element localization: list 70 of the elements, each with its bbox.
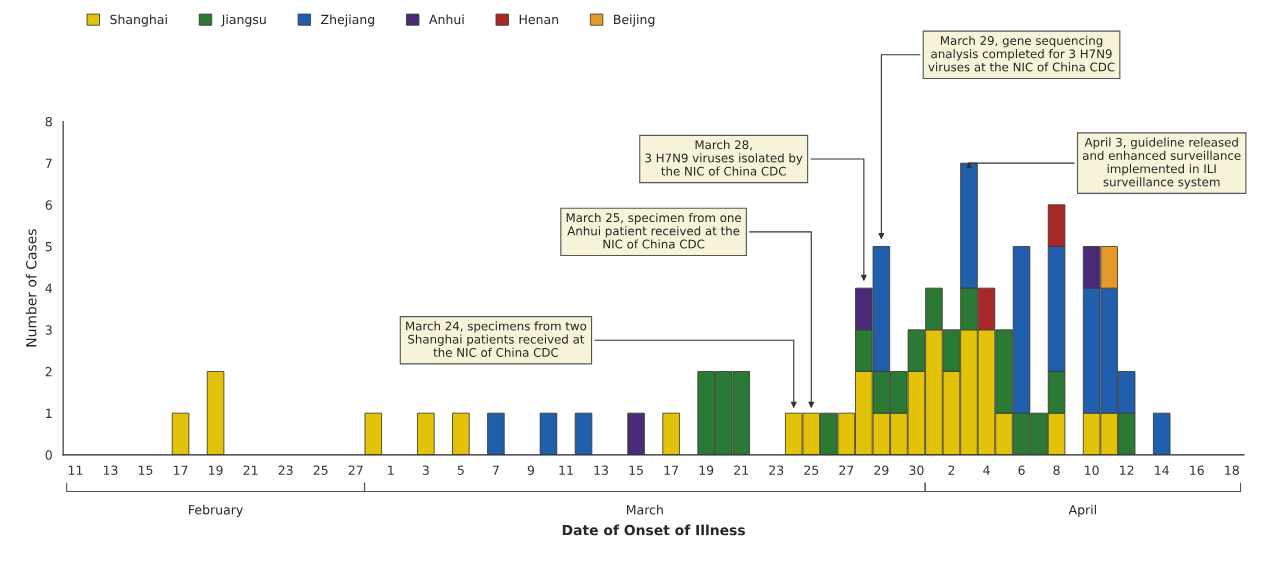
x-tick-label: 13 xyxy=(103,465,118,475)
x-tick-label: 23 xyxy=(278,465,293,475)
bar xyxy=(1152,412,1171,455)
bar xyxy=(206,371,225,455)
annotation: April 3, guideline released and enhanced surveillance implemented in ILI surveillance system xyxy=(1082,137,1241,189)
y-tick-label: 1 xyxy=(46,408,52,418)
x-tick-label: 25 xyxy=(313,465,328,475)
x-tick-label: 14 xyxy=(1155,465,1169,475)
x-tick-label: 6 xyxy=(1018,465,1025,475)
text: April xyxy=(1068,504,1096,517)
bar xyxy=(171,412,190,455)
y-tick-label: 3 xyxy=(45,325,52,335)
text: March xyxy=(627,504,663,515)
x-tick-label: 11 xyxy=(559,465,573,475)
legend-label: Zhejiang xyxy=(321,14,375,27)
legend-label: Beijing xyxy=(614,14,655,27)
x-axis-title: Date of Onset of Illness xyxy=(562,524,745,536)
x-tick-label: 2 xyxy=(948,465,955,475)
x-tick-label: 15 xyxy=(138,465,153,475)
legend-label: Jiangsu xyxy=(221,14,266,27)
y-tick-label: 2 xyxy=(45,366,52,377)
annotation: March 28, 3 H7N9 viruses isolated by the NIC of China CDC xyxy=(645,140,803,176)
x-tick-label: 4 xyxy=(983,465,990,475)
x-tick-label: 30 xyxy=(909,465,924,475)
legend-label: Anhui xyxy=(429,14,464,25)
y-tick-label: 0 xyxy=(45,450,52,460)
x-tick-label: 27 xyxy=(348,465,363,475)
y-tick-label: 6 xyxy=(45,200,52,210)
bar xyxy=(452,412,470,455)
legend-label: Henan xyxy=(519,14,559,25)
x-tick-label: 10 xyxy=(1085,465,1099,475)
y-axis-title: Number of Cases xyxy=(25,229,37,347)
bar xyxy=(574,412,593,455)
x-tick-label: 16 xyxy=(1190,465,1204,475)
x-tick-label: 29 xyxy=(874,465,889,475)
x-tick-label: 21 xyxy=(243,465,258,475)
text: March 29, gene sequencing analysis completed for 3 H7N9 viruses at the NIC of China CDC xyxy=(928,35,1115,72)
annotation: March 25, specimen from one Anhui patient received at the NIC of China CDC xyxy=(566,212,742,249)
x-tick-label: 19 xyxy=(699,465,714,475)
x-tick-label: 25 xyxy=(804,465,819,475)
y-tick-label: 5 xyxy=(45,242,52,252)
bar xyxy=(662,412,680,455)
x-tick-label: 11 xyxy=(68,465,83,475)
x-tick-label: 13 xyxy=(594,465,608,475)
x-tick-label: 7 xyxy=(492,465,499,475)
x-tick-label: 23 xyxy=(769,465,784,475)
x-tick-label: 21 xyxy=(734,465,749,475)
x-tick-label: 27 xyxy=(839,465,854,475)
x-tick-label: 17 xyxy=(664,465,679,475)
x-tick-label: 9 xyxy=(527,465,535,475)
y-tick-label: 7 xyxy=(45,158,52,168)
bar xyxy=(627,412,645,455)
y-tick-label: 4 xyxy=(45,283,53,293)
text: February xyxy=(189,504,243,517)
x-tick-label: 17 xyxy=(173,465,188,475)
x-tick-label: 15 xyxy=(629,465,643,475)
bar xyxy=(417,412,435,455)
annotation: March 24, specimens from two Shanghai patients received at the NIC of China CDC xyxy=(406,321,587,357)
legend-label: Shanghai xyxy=(110,14,167,27)
bar xyxy=(539,412,558,455)
bar xyxy=(487,412,505,455)
x-tick-label: 18 xyxy=(1225,465,1239,475)
x-tick-label: 12 xyxy=(1120,465,1134,475)
y-tick-label: 8 xyxy=(45,116,52,127)
x-tick-label: 1 xyxy=(388,465,394,475)
x-tick-label: 5 xyxy=(457,465,464,475)
bar xyxy=(364,412,383,455)
x-tick-label: 19 xyxy=(209,465,223,475)
x-tick-label: 3 xyxy=(422,465,429,475)
x-tick-label: 8 xyxy=(1053,465,1060,475)
